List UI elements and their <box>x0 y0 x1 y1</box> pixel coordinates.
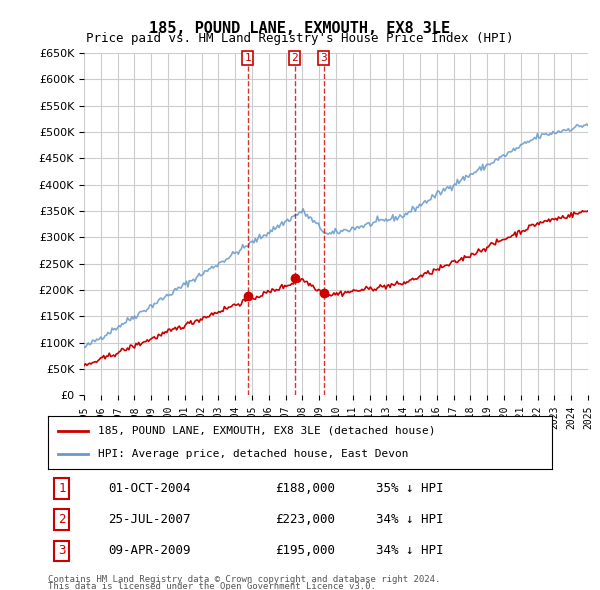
Text: Price paid vs. HM Land Registry's House Price Index (HPI): Price paid vs. HM Land Registry's House … <box>86 32 514 45</box>
Text: 2: 2 <box>292 53 298 63</box>
Text: 185, POUND LANE, EXMOUTH, EX8 3LE: 185, POUND LANE, EXMOUTH, EX8 3LE <box>149 21 451 35</box>
Text: 09-APR-2009: 09-APR-2009 <box>109 545 191 558</box>
Text: Contains HM Land Registry data © Crown copyright and database right 2024.: Contains HM Land Registry data © Crown c… <box>48 575 440 584</box>
Text: HPI: Average price, detached house, East Devon: HPI: Average price, detached house, East… <box>98 449 409 459</box>
Text: 3: 3 <box>320 53 327 63</box>
Text: £195,000: £195,000 <box>275 545 335 558</box>
Text: 185, POUND LANE, EXMOUTH, EX8 3LE (detached house): 185, POUND LANE, EXMOUTH, EX8 3LE (detac… <box>98 426 436 436</box>
Text: 1: 1 <box>244 53 251 63</box>
Text: £223,000: £223,000 <box>275 513 335 526</box>
Text: 35% ↓ HPI: 35% ↓ HPI <box>376 482 443 495</box>
Text: 3: 3 <box>58 545 65 558</box>
Text: £188,000: £188,000 <box>275 482 335 495</box>
Text: 2: 2 <box>58 513 65 526</box>
Text: This data is licensed under the Open Government Licence v3.0.: This data is licensed under the Open Gov… <box>48 582 376 590</box>
Text: 25-JUL-2007: 25-JUL-2007 <box>109 513 191 526</box>
Text: 01-OCT-2004: 01-OCT-2004 <box>109 482 191 495</box>
Text: 34% ↓ HPI: 34% ↓ HPI <box>376 545 443 558</box>
Text: 34% ↓ HPI: 34% ↓ HPI <box>376 513 443 526</box>
Text: 1: 1 <box>58 482 65 495</box>
